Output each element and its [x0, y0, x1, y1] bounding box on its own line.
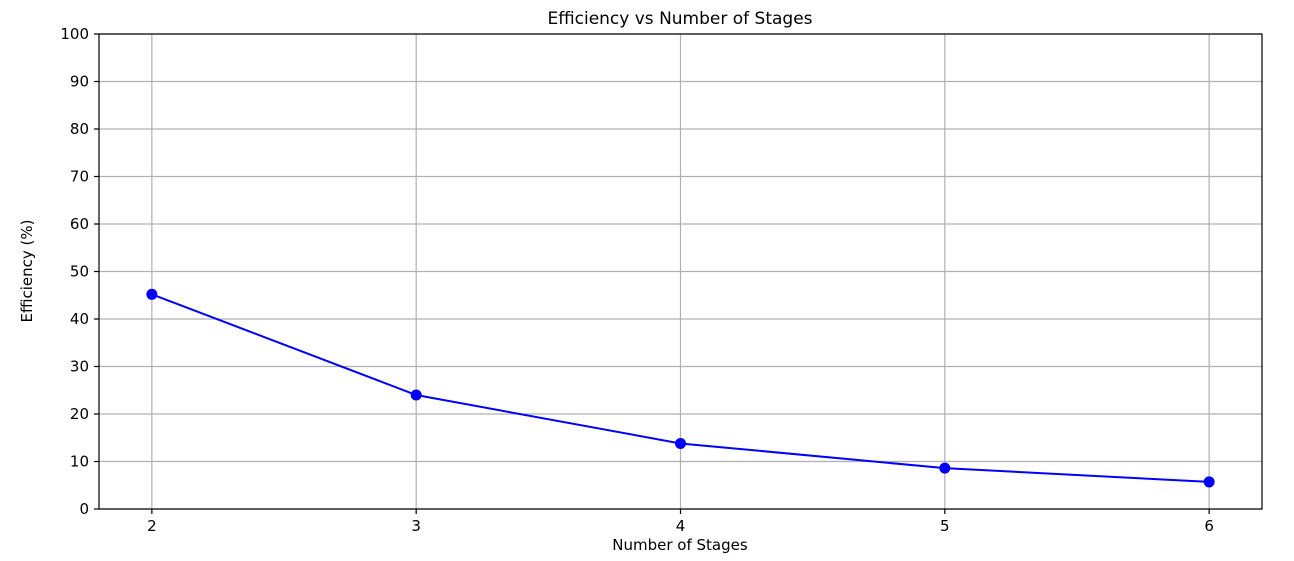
x-tick-label: 5	[940, 517, 950, 535]
data-point-marker	[675, 437, 686, 449]
y-tick-label: 20	[70, 405, 89, 423]
x-axis-ticks: 2 3 4 5 6	[147, 509, 1214, 535]
y-axis-label: Efficiency (%)	[18, 220, 36, 323]
data-series	[146, 288, 1215, 488]
y-tick-label: 0	[79, 500, 89, 518]
y-tick-label: 80	[70, 120, 89, 138]
y-tick-label: 50	[70, 263, 89, 281]
x-tick-label: 3	[411, 517, 421, 535]
y-tick-label: 30	[70, 358, 89, 376]
data-point-marker	[939, 462, 951, 474]
x-tick-label: 6	[1204, 517, 1214, 535]
data-point-marker	[1203, 476, 1215, 488]
y-tick-label: 40	[70, 310, 89, 328]
x-tick-label: 2	[147, 517, 157, 535]
y-tick-label: 60	[70, 215, 89, 233]
data-point-marker	[410, 389, 422, 401]
y-tick-label: 70	[70, 168, 89, 186]
x-axis-label: Number of Stages	[612, 536, 748, 554]
y-tick-label: 90	[70, 73, 89, 91]
y-axis-ticks: 0 10 20 30 40 50 60 70 80 90 100	[60, 25, 99, 518]
y-tick-label: 10	[70, 453, 89, 471]
chart-title: Efficiency vs Number of Stages	[547, 9, 812, 29]
x-tick-label: 4	[676, 517, 686, 535]
y-tick-label: 100	[60, 25, 89, 43]
grid-lines	[99, 33, 1262, 510]
data-point-marker	[146, 288, 158, 300]
